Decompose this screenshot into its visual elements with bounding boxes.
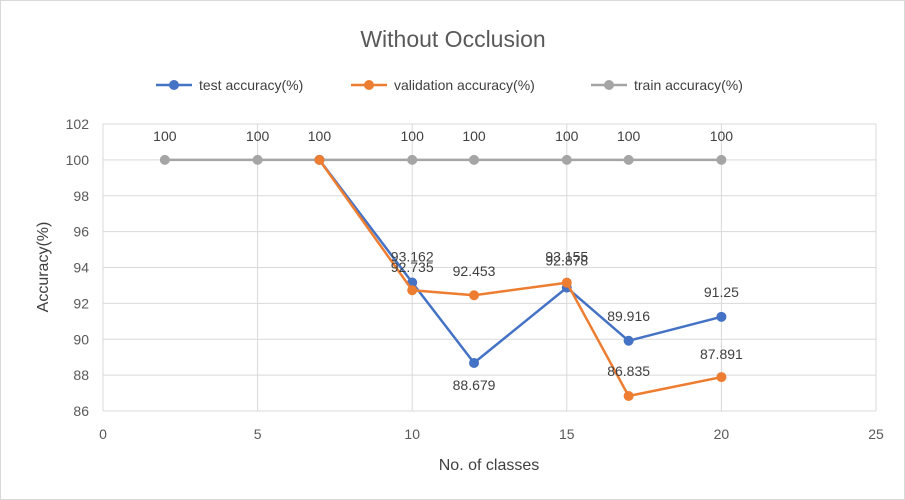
legend-item: test accuracy(%) [156,77,303,93]
data-point [623,335,634,346]
x-tick-label: 20 [714,426,730,442]
data-point [469,290,480,301]
legend-marker [604,80,614,90]
y-tick-label: 98 [73,188,89,204]
data-point [314,154,325,165]
y-tick-label: 92 [73,295,89,311]
data-label: 93.155 [545,249,588,265]
y-tick-label: 100 [66,152,90,168]
x-axis-title: No. of classes [439,457,539,474]
data-label: 100 [617,128,641,144]
data-point [407,154,418,165]
data-point [561,277,572,288]
data-point [159,154,170,165]
legend-label: train accuracy(%) [634,77,743,93]
data-label: 89.916 [607,308,650,324]
legend-marker [364,80,374,90]
data-point [469,154,480,165]
chart-series [159,154,727,402]
x-tick-label: 15 [559,426,575,442]
legend-item: train accuracy(%) [591,77,743,93]
series-train-accuracy [159,154,727,165]
data-point [561,154,572,165]
y-tick-label: 90 [73,331,89,347]
series-validation-accuracy [314,154,727,402]
chart-data-labels: 93.162 88.679 92.878 89.916 91.25 92.735 92.45… [153,128,743,393]
series-line [318,159,722,365]
series-test-accuracy [314,154,727,368]
data-point [716,154,727,165]
chart-title: Without Occlusion [360,26,545,52]
data-label: 100 [555,128,579,144]
x-tick-label: 5 [254,426,262,442]
data-label: 86.835 [607,363,650,379]
data-point [623,154,634,165]
data-label: 92.878 [545,253,588,269]
data-label: 88.679 [453,377,496,393]
data-label: 100 [308,128,332,144]
data-label: 92.735 [391,259,434,275]
data-label: 92.453 [453,263,496,279]
y-tick-label: 86 [73,403,89,419]
legend-label: test accuracy(%) [199,77,303,93]
chart-legend: test accuracy(%) validation accuracy(%) tr… [156,77,743,93]
legend-item: validation accuracy(%) [351,77,535,93]
series-line [318,159,722,398]
y-tick-label: 96 [73,224,89,240]
data-point [623,391,634,402]
data-label: 91.25 [704,284,739,300]
data-point [716,311,727,322]
y-tick-label: 88 [73,367,89,383]
legend-label: validation accuracy(%) [394,77,535,93]
x-tick-label: 0 [99,426,107,442]
data-label: 100 [401,128,425,144]
data-label: 100 [153,128,177,144]
data-point [716,372,727,383]
data-point [252,154,263,165]
data-point [469,357,480,368]
data-point [407,285,418,296]
data-label: 87.891 [700,346,743,362]
chart-axes: 86 88 90 92 94 96 98 100 102 0 5 10 15 20 25 [66,116,884,442]
x-tick-label: 25 [868,426,884,442]
y-axis-title: Accuracy(%) [35,222,52,313]
y-tick-label: 102 [66,116,90,132]
x-tick-label: 10 [404,426,420,442]
data-label: 100 [710,128,734,144]
data-label: 100 [246,128,270,144]
y-tick-label: 94 [73,260,89,276]
legend-marker [169,80,179,90]
data-label: 100 [462,128,486,144]
data-label: 93.162 [391,249,434,265]
